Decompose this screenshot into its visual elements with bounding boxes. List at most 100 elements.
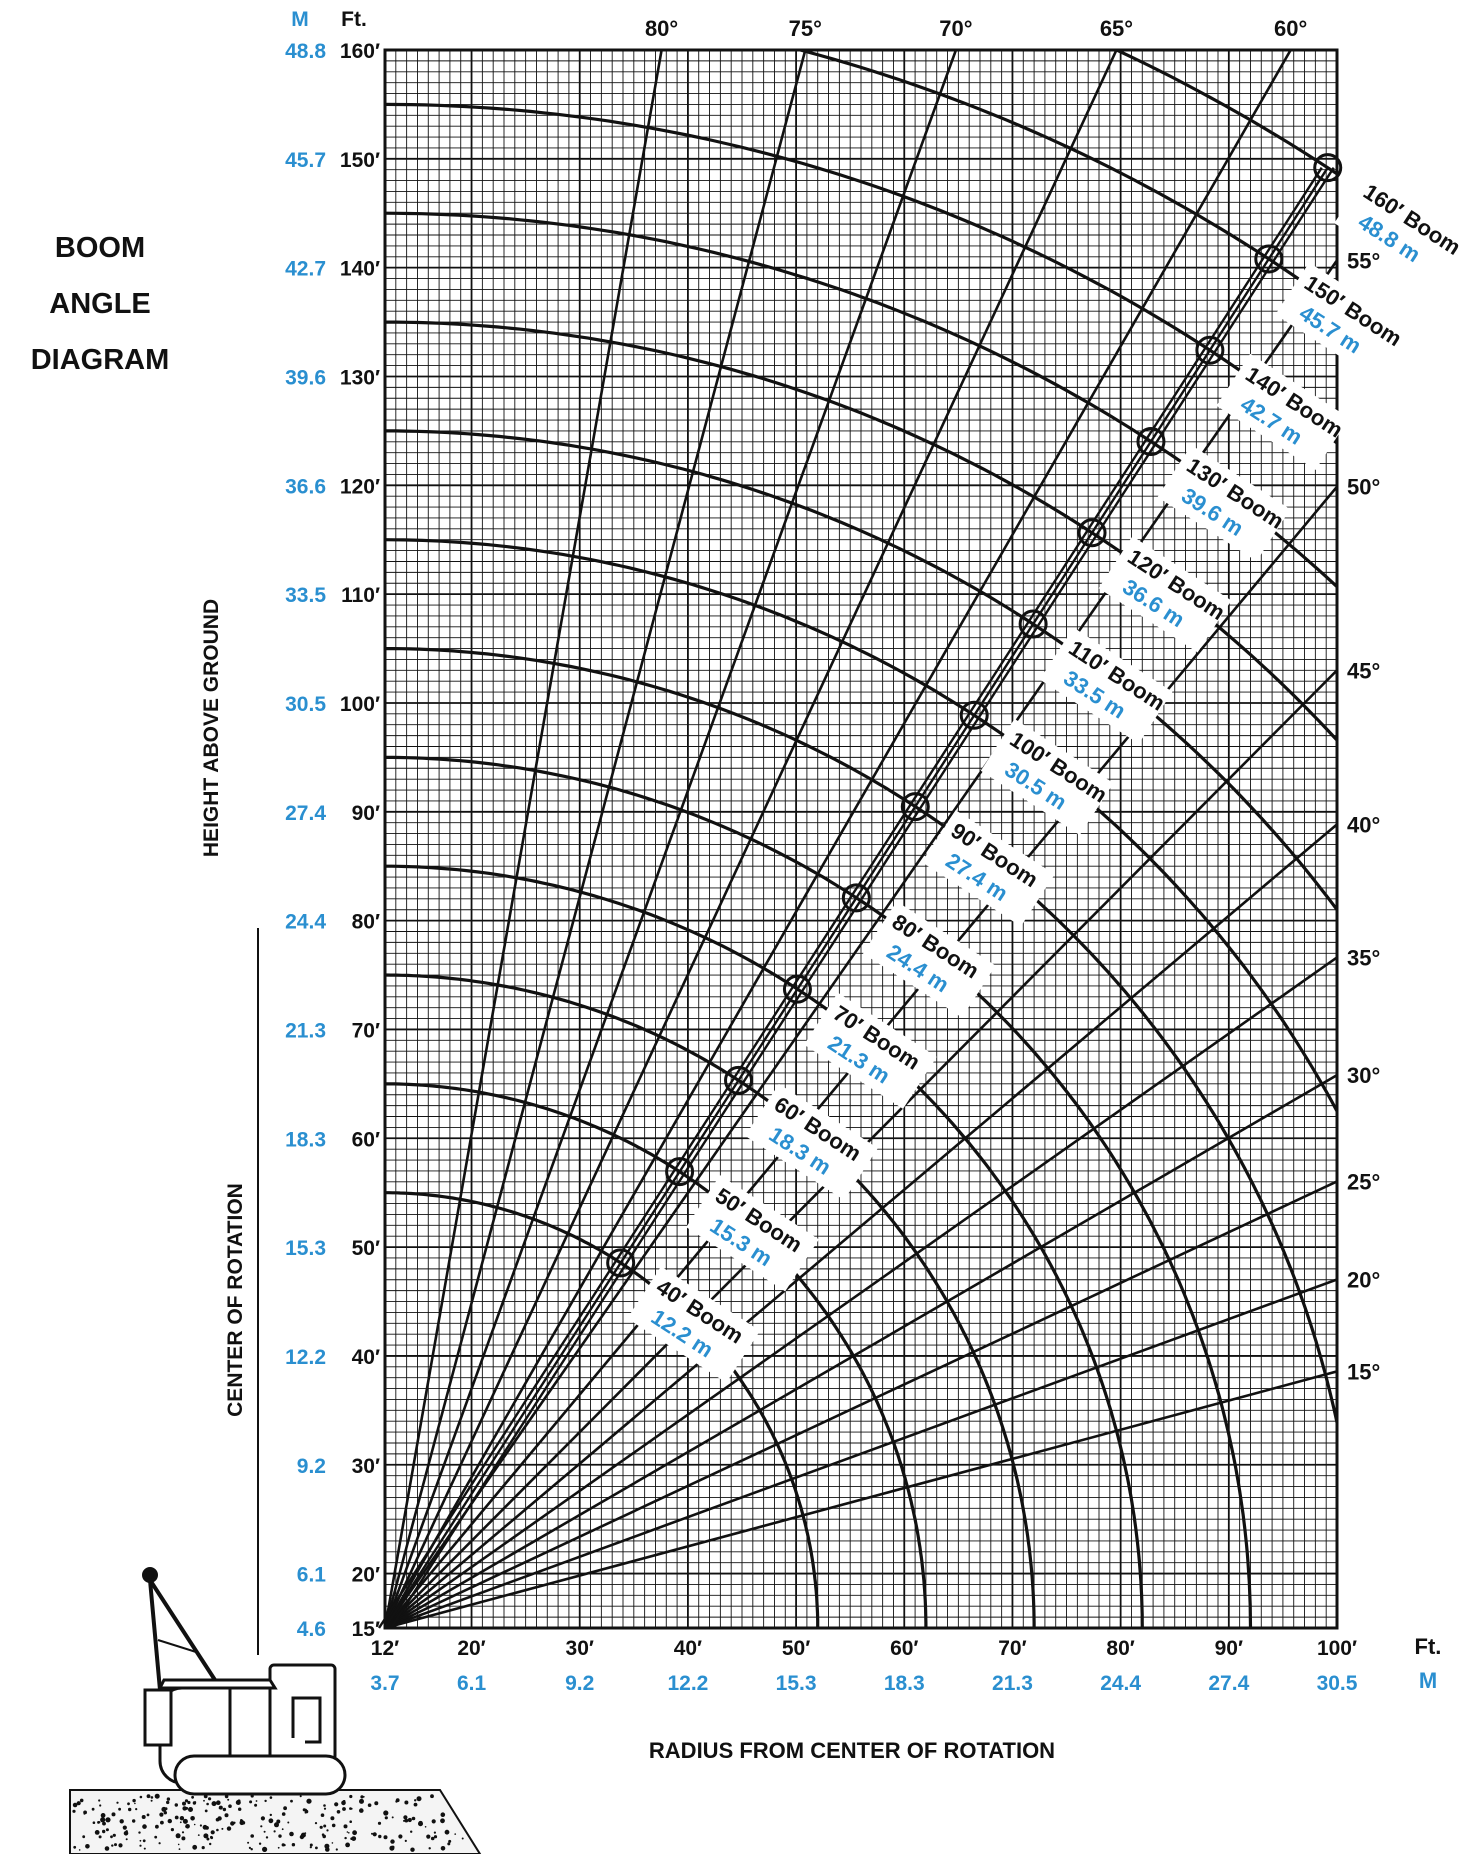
ground-speck: [440, 1818, 445, 1824]
ground-speck: [100, 1813, 106, 1818]
ground-speck: [150, 1796, 154, 1799]
ground-speck: [291, 1843, 296, 1847]
y-tick-label-m: 15.3: [285, 1237, 326, 1260]
angle-ray: [385, 50, 1292, 1628]
ground-speck: [127, 1802, 130, 1806]
y-tick-label-m: 33.5: [285, 584, 326, 607]
angle-label: 25°: [1347, 1169, 1380, 1194]
ground-speck: [334, 1802, 339, 1807]
ground-speck: [349, 1807, 352, 1810]
ground-speck: [175, 1833, 181, 1839]
ground-speck: [258, 1842, 262, 1845]
x-tick-label-ft: 50′: [782, 1637, 810, 1660]
ground-speck: [193, 1823, 196, 1826]
ground-speck: [226, 1826, 232, 1831]
ground-speck: [203, 1799, 205, 1802]
ground-speck: [343, 1824, 348, 1829]
ground-speck: [335, 1848, 338, 1851]
ground-speck: [283, 1843, 286, 1847]
angle-ray: [385, 1180, 1337, 1628]
ground-speck: [430, 1794, 434, 1799]
ground-speck: [192, 1844, 198, 1850]
ground-speck: [139, 1839, 142, 1842]
ground-speck: [132, 1798, 136, 1803]
ground-speck: [359, 1798, 364, 1804]
ground-speck: [287, 1821, 290, 1824]
ground-speck: [276, 1819, 281, 1824]
angle-ray: [385, 823, 1337, 1628]
chart-grid: [384, 49, 1338, 1629]
y-tick-label-m: 27.4: [285, 802, 326, 825]
ground-speck: [395, 1800, 398, 1803]
boom-lattice-line: [383, 167, 1329, 1629]
ground-speck: [112, 1833, 116, 1837]
ground-speck: [345, 1842, 350, 1848]
ground-speck: [166, 1797, 171, 1801]
ground-speck: [79, 1798, 84, 1803]
ground-speck: [134, 1802, 136, 1805]
ground-speck: [91, 1807, 95, 1811]
ground-speck: [99, 1804, 102, 1807]
ground-speck: [265, 1836, 269, 1839]
y-tick-label-ft: 90′: [352, 802, 380, 825]
ground-speck: [204, 1809, 208, 1813]
boom-tip-marker: [1136, 426, 1166, 456]
ground-speck: [98, 1835, 102, 1839]
ground-speck: [98, 1799, 101, 1802]
y-tick-label-m: 45.7: [285, 149, 326, 172]
ground-speck: [309, 1843, 313, 1847]
ground-speck: [454, 1833, 457, 1835]
ground-speck: [363, 1796, 365, 1798]
ground-speck: [192, 1801, 197, 1805]
ground-speck: [247, 1841, 250, 1844]
ground-speck: [174, 1815, 179, 1820]
ground-speck: [76, 1801, 81, 1806]
ground-speck: [410, 1830, 413, 1833]
ground-speck: [216, 1800, 221, 1805]
y-tick-label-m: 18.3: [285, 1128, 326, 1151]
ground-speck: [143, 1847, 146, 1850]
ground-speck: [263, 1830, 266, 1833]
ground-speck: [273, 1830, 276, 1833]
ground-speck: [210, 1830, 215, 1835]
ground-speck: [444, 1829, 450, 1835]
y-tick-label-m: 9.2: [297, 1455, 326, 1478]
ground-speck: [218, 1807, 221, 1809]
x-tick-label-ft: 60′: [890, 1637, 918, 1660]
boom-label-bg: [1098, 536, 1232, 653]
ground-speck: [105, 1828, 109, 1832]
boom-tip-marker: [841, 883, 871, 913]
ground-speck: [114, 1843, 117, 1847]
angle-label: 65°: [1100, 16, 1133, 41]
ground-speck: [384, 1816, 388, 1820]
ground-speck: [181, 1831, 185, 1834]
ground-speck: [154, 1835, 158, 1839]
ground-speck: [440, 1812, 446, 1817]
y-tick-label-m: 12.2: [285, 1346, 326, 1369]
ground-speck: [414, 1799, 417, 1802]
ground-speck: [128, 1807, 132, 1812]
ground-speck: [118, 1843, 123, 1848]
ground-speck: [269, 1813, 272, 1817]
ground-speck: [201, 1846, 205, 1850]
ground-speck: [323, 1824, 327, 1828]
ground-speck: [433, 1835, 438, 1839]
angle-label: 20°: [1347, 1267, 1380, 1292]
ground-speck: [208, 1797, 212, 1801]
ground-speck: [447, 1842, 451, 1846]
boom-lattice-line: [377, 167, 1323, 1629]
ground-speck: [349, 1794, 353, 1799]
ground-speck: [184, 1799, 189, 1803]
y-tick-label-ft: 120′: [340, 475, 380, 498]
ground-speck: [371, 1832, 373, 1835]
ground-speck: [154, 1793, 160, 1799]
ground-speck: [182, 1801, 186, 1806]
ground-speck: [262, 1846, 268, 1852]
ground-speck: [360, 1795, 364, 1799]
ground-speck: [389, 1845, 395, 1851]
ground-speck: [155, 1824, 159, 1829]
title-line-3: DIAGRAM: [31, 344, 170, 376]
angle-ray: [385, 1073, 1337, 1628]
